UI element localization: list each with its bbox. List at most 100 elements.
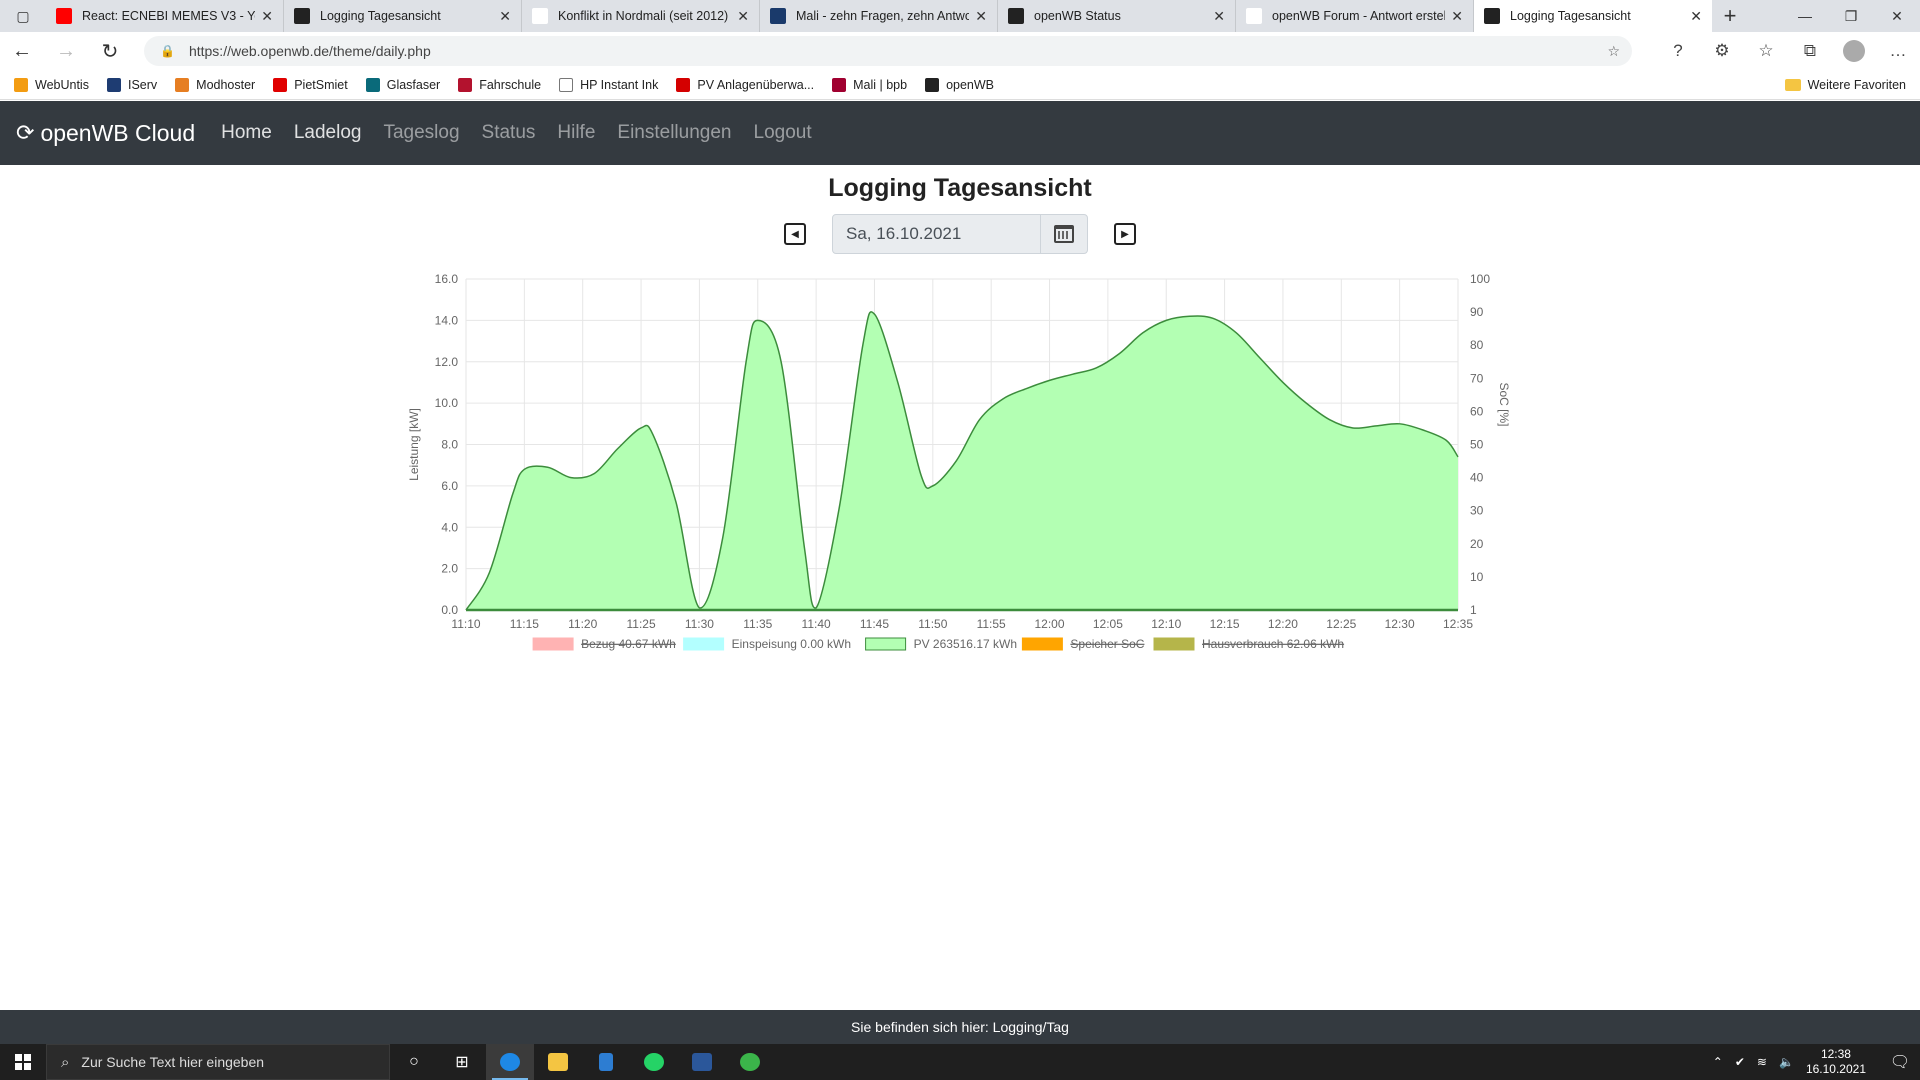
nav-einstellungen[interactable]: Einstellungen: [617, 122, 732, 143]
date-input[interactable]: Sa, 16.10.2021: [832, 214, 1042, 254]
legend-label: Einspeisung 0.00 kWh: [732, 637, 851, 651]
legend-item[interactable]: PV 263516.17 kWh: [865, 637, 1017, 651]
extensions-icon[interactable]: ⚙: [1714, 41, 1730, 60]
favorite-star-icon[interactable]: ☆: [1607, 42, 1620, 59]
clock[interactable]: 12:38 16.10.2021: [1806, 1047, 1866, 1077]
nav-tageslog[interactable]: Tageslog: [383, 122, 460, 143]
bookmark-item[interactable]: HP Instant Ink: [559, 77, 658, 92]
browser-tab[interactable]: Mali - zehn Fragen, zehn Antworten ✕: [760, 0, 998, 32]
x-tick-label: 11:35: [743, 617, 772, 631]
close-window-icon[interactable]: ✕: [1891, 7, 1903, 24]
browser-tab[interactable]: React: ECNEBI MEMES V3 - YouTube ✕: [46, 0, 284, 32]
tab-close-icon[interactable]: ✕: [1451, 7, 1463, 24]
legend-item[interactable]: Speicher SoC: [1021, 637, 1145, 651]
notification-center-icon[interactable]: 🗨: [1889, 1054, 1911, 1071]
whatsapp-icon[interactable]: [630, 1044, 678, 1080]
nav-hilfe[interactable]: Hilfe: [557, 122, 596, 143]
back-icon[interactable]: ←: [12, 39, 32, 62]
nav-home[interactable]: Home: [221, 122, 272, 143]
bookmark-label: Mali | bpb: [853, 77, 908, 92]
tab-close-icon[interactable]: ✕: [499, 7, 511, 24]
tab-close-icon[interactable]: ✕: [261, 7, 273, 24]
bookmark-item[interactable]: openWB: [925, 77, 994, 92]
nav-ladelog[interactable]: Ladelog: [293, 122, 362, 143]
taskbar-search[interactable]: ⌕ Zur Suche Text hier eingeben: [46, 1044, 390, 1080]
favorites-icon[interactable]: ☆: [1758, 41, 1774, 60]
x-tick-label: 11:10: [451, 617, 480, 631]
x-tick-label: 12:10: [1151, 617, 1181, 631]
bookmark-item[interactable]: PietSmiet: [273, 77, 348, 92]
tab-actions-icon[interactable]: ▢: [16, 7, 30, 24]
browser-tab[interactable]: Logging Tagesansicht ✕: [1474, 0, 1712, 32]
new-tab-button[interactable]: +: [1723, 3, 1737, 28]
bookmark-item[interactable]: Glasfaser: [365, 77, 440, 92]
task-view-icon[interactable]: ⊞: [455, 1054, 469, 1071]
lock-icon: 🔒: [160, 44, 175, 58]
minimize-icon[interactable]: —: [1798, 8, 1812, 24]
tab-close-icon[interactable]: ✕: [1690, 7, 1702, 24]
bookmark-item[interactable]: IServ: [106, 77, 157, 92]
calendar-icon: [1054, 225, 1074, 243]
explorer-icon[interactable]: [534, 1044, 582, 1080]
tab-close-icon[interactable]: ✕: [1213, 7, 1225, 24]
cortana-icon[interactable]: ○: [409, 1053, 419, 1070]
tab-close-icon[interactable]: ✕: [975, 7, 987, 24]
y-tick-label: 8.0: [441, 438, 458, 452]
daily-power-chart: 0.0 2.0 4.0 6.0 8.0 10.0 12.0 14.0 16.0 1 10 20 30 40…: [400, 266, 1520, 666]
more-menu-icon[interactable]: …: [1889, 41, 1907, 60]
y2-tick-label: 20: [1470, 537, 1484, 551]
bookmark-item[interactable]: Fahrschule: [458, 77, 541, 92]
tray-chevron-icon[interactable]: ⌃: [1712, 1055, 1723, 1069]
y-axis-title: Leistung [kW]: [407, 408, 421, 481]
reload-icon[interactable]: ↻: [101, 40, 119, 63]
nav-status[interactable]: Status: [481, 122, 536, 143]
tab-favicon-icon: [294, 8, 310, 24]
x-tick-label: 12:05: [1093, 617, 1123, 631]
restore-icon[interactable]: ❐: [1844, 7, 1858, 24]
tab-title: Logging Tagesansicht: [1510, 9, 1631, 23]
browser-tab-bar: ▢ React: ECNEBI MEMES V3 - YouTube✕ Loggi…: [0, 0, 1920, 32]
edge-icon[interactable]: [486, 1044, 534, 1080]
browser-tab[interactable]: Konflikt in Nordmali (seit 2012) - ✕: [522, 0, 760, 32]
legend-item[interactable]: Bezug 40.67 kWh: [532, 637, 676, 651]
browser-app-icon[interactable]: [726, 1044, 774, 1080]
bookmark-item[interactable]: Mali | bpb: [832, 77, 908, 92]
nav-logout[interactable]: Logout: [753, 122, 812, 143]
wifi-icon[interactable]: ≋: [1756, 1055, 1767, 1069]
legend-swatch: [1153, 637, 1195, 651]
help-icon[interactable]: ?: [1673, 41, 1683, 60]
y2-tick-label: 70: [1470, 371, 1484, 385]
y2-tick-label: 10: [1470, 570, 1484, 584]
browser-tab[interactable]: openWB Forum - Antwort erstellen ✕: [1236, 0, 1474, 32]
legend-item[interactable]: Hausverbrauch 62.06 kWh: [1153, 637, 1344, 651]
clock-time: 12:38: [1820, 1047, 1851, 1061]
calendar-button[interactable]: [1040, 214, 1088, 254]
collections-icon[interactable]: ⧉: [1803, 41, 1817, 60]
volume-icon[interactable]: 🔈: [1778, 1055, 1794, 1069]
bookmark-item[interactable]: PV Anlagenüberwa...: [676, 77, 814, 92]
other-favorites-folder[interactable]: Weitere Favoriten: [1784, 78, 1906, 92]
legend-item[interactable]: Einspeisung 0.00 kWh: [683, 637, 851, 651]
browser-tab[interactable]: Logging Tagesansicht ✕: [284, 0, 522, 32]
tray-security-icon[interactable]: ✔: [1734, 1055, 1745, 1069]
tab-close-icon[interactable]: ✕: [737, 7, 749, 24]
word-icon[interactable]: [678, 1044, 726, 1080]
browser-tab[interactable]: openWB Status ✕: [998, 0, 1236, 32]
bookmark-favicon-icon: [14, 77, 28, 92]
next-day-button[interactable]: ▶: [1114, 223, 1136, 245]
chart-svg: 0.0 2.0 4.0 6.0 8.0 10.0 12.0 14.0 16.0 1 10 20 30 40…: [407, 272, 1511, 651]
previous-day-button[interactable]: ◀: [784, 223, 806, 245]
y-tick-label: 2.0: [441, 562, 458, 576]
profile-avatar[interactable]: [1843, 40, 1865, 62]
x-tick-label: 11:25: [626, 617, 655, 631]
forward-icon[interactable]: →: [56, 39, 76, 62]
tab-title: Mali - zehn Fragen, zehn Antworten: [796, 9, 969, 23]
bookmark-item[interactable]: WebUntis: [14, 77, 89, 92]
url-field[interactable]: 🔒 https://web.openwb.de/theme/daily.php …: [144, 36, 1632, 66]
bookmark-item[interactable]: Modhoster: [175, 77, 255, 92]
y2-tick-label: 50: [1470, 438, 1484, 452]
windows-start-button[interactable]: [0, 1054, 46, 1070]
x-tick-label: 12:35: [1443, 617, 1473, 631]
brand-link[interactable]: ⟳ openWB Cloud: [16, 120, 195, 147]
phone-app-icon[interactable]: [582, 1044, 630, 1080]
